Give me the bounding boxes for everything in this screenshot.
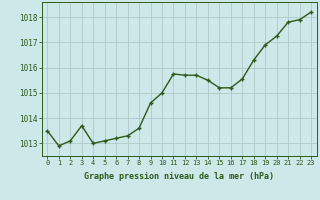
X-axis label: Graphe pression niveau de la mer (hPa): Graphe pression niveau de la mer (hPa) xyxy=(84,172,274,181)
